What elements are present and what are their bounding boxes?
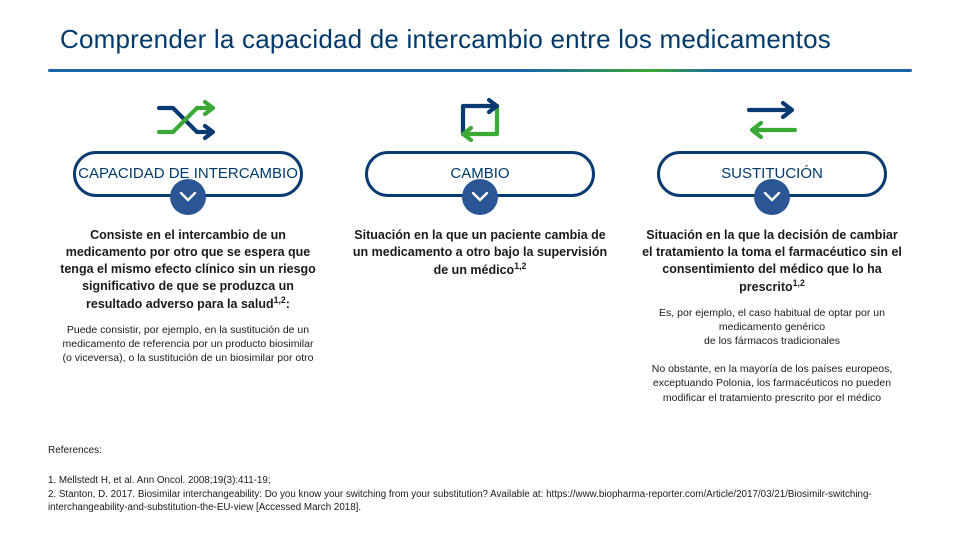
swap-icon xyxy=(737,89,807,151)
chevron-down-icon xyxy=(462,179,498,215)
main-text: Situación en la que la decisión de cambi… xyxy=(636,227,908,296)
sub-text-1: Puede consistir, por ejemplo, en la sust… xyxy=(52,323,324,366)
divider xyxy=(48,69,912,79)
pill-sustitucion: SUSTITUCIÓN xyxy=(657,151,887,197)
pill-intercambio: CAPACIDAD DE INTERCAMBIO xyxy=(73,151,303,197)
columns: CAPACIDAD DE INTERCAMBIO Consiste en el … xyxy=(48,89,912,405)
column-intercambio: CAPACIDAD DE INTERCAMBIO Consiste en el … xyxy=(52,89,324,405)
chevron-down-icon xyxy=(170,179,206,215)
sub-text-1: Es, por ejemplo, el caso habitual de opt… xyxy=(636,306,908,349)
chevron-down-icon xyxy=(754,179,790,215)
main-text: Consiste en el intercambio de un medicam… xyxy=(52,227,324,313)
column-cambio: CAMBIO Situación en la que un paciente c… xyxy=(344,89,616,405)
sub-text-2: No obstante, en la mayoría de los países… xyxy=(636,362,908,405)
references-label: References: xyxy=(48,445,102,456)
page-title: Comprender la capacidad de intercambio e… xyxy=(60,24,912,55)
main-text: Situación en la que un paciente cambia d… xyxy=(344,227,616,279)
pill-cambio: CAMBIO xyxy=(365,151,595,197)
slide: Comprender la capacidad de intercambio e… xyxy=(0,0,960,540)
column-sustitucion: SUSTITUCIÓN Situación en la que la decis… xyxy=(636,89,908,405)
shuffle-icon xyxy=(153,89,223,151)
loop-icon xyxy=(445,89,515,151)
references-body: 1. Mellstedt H, et al. Ann Oncol. 2008;1… xyxy=(48,474,912,514)
